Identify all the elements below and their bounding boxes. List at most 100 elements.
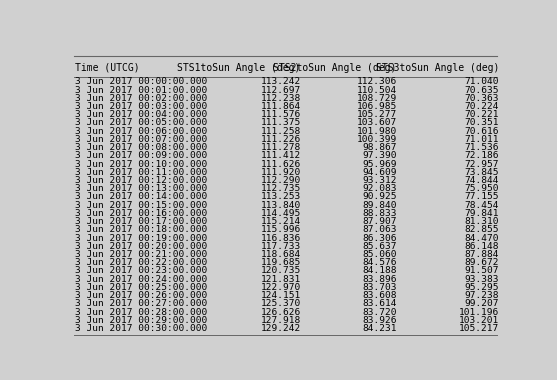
Text: 3 Jun 2017 00:28:00.000: 3 Jun 2017 00:28:00.000 <box>75 307 207 317</box>
Text: 84.470: 84.470 <box>465 234 499 242</box>
Text: 78.454: 78.454 <box>465 201 499 210</box>
Text: 70.635: 70.635 <box>465 86 499 95</box>
Text: 3 Jun 2017 00:22:00.000: 3 Jun 2017 00:22:00.000 <box>75 258 207 267</box>
Text: 3 Jun 2017 00:07:00.000: 3 Jun 2017 00:07:00.000 <box>75 135 207 144</box>
Text: 3 Jun 2017 00:10:00.000: 3 Jun 2017 00:10:00.000 <box>75 160 207 169</box>
Text: 100.399: 100.399 <box>356 135 397 144</box>
Text: 112.238: 112.238 <box>260 94 301 103</box>
Text: 111.226: 111.226 <box>260 135 301 144</box>
Text: 119.685: 119.685 <box>260 258 301 267</box>
Text: 83.926: 83.926 <box>363 316 397 325</box>
Text: 95.969: 95.969 <box>363 160 397 169</box>
Text: Time (UTCG): Time (UTCG) <box>75 63 139 73</box>
Text: 101.196: 101.196 <box>459 307 499 317</box>
Text: 90.925: 90.925 <box>363 192 397 201</box>
Text: 72.186: 72.186 <box>465 151 499 160</box>
Text: 70.351: 70.351 <box>465 119 499 127</box>
Text: 84.231: 84.231 <box>363 324 397 333</box>
Text: 71.536: 71.536 <box>465 143 499 152</box>
Text: 112.735: 112.735 <box>260 184 301 193</box>
Text: 125.370: 125.370 <box>260 299 301 308</box>
Text: STS1toSun Angle (deg): STS1toSun Angle (deg) <box>177 63 301 73</box>
Text: 97.238: 97.238 <box>465 291 499 300</box>
Text: 85.060: 85.060 <box>363 250 397 259</box>
Text: 94.609: 94.609 <box>363 168 397 177</box>
Text: 108.729: 108.729 <box>356 94 397 103</box>
Text: 92.083: 92.083 <box>363 184 397 193</box>
Text: 115.996: 115.996 <box>260 225 301 234</box>
Text: 3 Jun 2017 00:03:00.000: 3 Jun 2017 00:03:00.000 <box>75 102 207 111</box>
Text: 3 Jun 2017 00:16:00.000: 3 Jun 2017 00:16:00.000 <box>75 209 207 218</box>
Text: 86.306: 86.306 <box>363 234 397 242</box>
Text: 3 Jun 2017 00:17:00.000: 3 Jun 2017 00:17:00.000 <box>75 217 207 226</box>
Text: STS2toSun Angle (deg): STS2toSun Angle (deg) <box>273 63 397 73</box>
Text: 121.831: 121.831 <box>260 275 301 283</box>
Text: 3 Jun 2017 00:26:00.000: 3 Jun 2017 00:26:00.000 <box>75 291 207 300</box>
Text: 83.703: 83.703 <box>363 283 397 292</box>
Text: 111.375: 111.375 <box>260 119 301 127</box>
Text: 82.855: 82.855 <box>465 225 499 234</box>
Text: 91.507: 91.507 <box>465 266 499 276</box>
Text: 3 Jun 2017 00:00:00.000: 3 Jun 2017 00:00:00.000 <box>75 78 207 86</box>
Text: 3 Jun 2017 00:29:00.000: 3 Jun 2017 00:29:00.000 <box>75 316 207 325</box>
Text: 3 Jun 2017 00:14:00.000: 3 Jun 2017 00:14:00.000 <box>75 192 207 201</box>
Text: 126.626: 126.626 <box>260 307 301 317</box>
Text: 83.614: 83.614 <box>363 299 397 308</box>
Text: 88.833: 88.833 <box>363 209 397 218</box>
Text: 103.607: 103.607 <box>356 119 397 127</box>
Text: 3 Jun 2017 00:23:00.000: 3 Jun 2017 00:23:00.000 <box>75 266 207 276</box>
Text: 105.277: 105.277 <box>356 110 397 119</box>
Text: 113.840: 113.840 <box>260 201 301 210</box>
Text: 3 Jun 2017 00:25:00.000: 3 Jun 2017 00:25:00.000 <box>75 283 207 292</box>
Text: 115.214: 115.214 <box>260 217 301 226</box>
Text: 112.697: 112.697 <box>260 86 301 95</box>
Text: 70.616: 70.616 <box>465 127 499 136</box>
Text: 93.383: 93.383 <box>465 275 499 283</box>
Text: 84.576: 84.576 <box>363 258 397 267</box>
Text: 85.637: 85.637 <box>363 242 397 251</box>
Text: 87.063: 87.063 <box>363 225 397 234</box>
Text: 70.224: 70.224 <box>465 102 499 111</box>
Text: 122.970: 122.970 <box>260 283 301 292</box>
Text: 83.720: 83.720 <box>363 307 397 317</box>
Text: 113.253: 113.253 <box>260 192 301 201</box>
Text: 120.735: 120.735 <box>260 266 301 276</box>
Text: 111.864: 111.864 <box>260 102 301 111</box>
Text: 111.626: 111.626 <box>260 160 301 169</box>
Text: 70.363: 70.363 <box>465 94 499 103</box>
Text: 105.217: 105.217 <box>459 324 499 333</box>
Text: 97.390: 97.390 <box>363 151 397 160</box>
Text: 129.242: 129.242 <box>260 324 301 333</box>
Text: 3 Jun 2017 00:01:00.000: 3 Jun 2017 00:01:00.000 <box>75 86 207 95</box>
Text: 3 Jun 2017 00:21:00.000: 3 Jun 2017 00:21:00.000 <box>75 250 207 259</box>
Text: 95.295: 95.295 <box>465 283 499 292</box>
Text: 3 Jun 2017 00:05:00.000: 3 Jun 2017 00:05:00.000 <box>75 119 207 127</box>
Text: 113.242: 113.242 <box>260 78 301 86</box>
Text: 87.907: 87.907 <box>363 217 397 226</box>
Text: 3 Jun 2017 00:06:00.000: 3 Jun 2017 00:06:00.000 <box>75 127 207 136</box>
Text: 70.221: 70.221 <box>465 110 499 119</box>
Text: 118.684: 118.684 <box>260 250 301 259</box>
Text: 112.306: 112.306 <box>356 78 397 86</box>
Text: 3 Jun 2017 00:20:00.000: 3 Jun 2017 00:20:00.000 <box>75 242 207 251</box>
Text: 79.841: 79.841 <box>465 209 499 218</box>
Text: 3 Jun 2017 00:27:00.000: 3 Jun 2017 00:27:00.000 <box>75 299 207 308</box>
Text: 89.840: 89.840 <box>363 201 397 210</box>
Text: 114.495: 114.495 <box>260 209 301 218</box>
Text: 3 Jun 2017 00:11:00.000: 3 Jun 2017 00:11:00.000 <box>75 168 207 177</box>
Text: 3 Jun 2017 00:19:00.000: 3 Jun 2017 00:19:00.000 <box>75 234 207 242</box>
Text: 3 Jun 2017 00:02:00.000: 3 Jun 2017 00:02:00.000 <box>75 94 207 103</box>
Text: 110.504: 110.504 <box>356 86 397 95</box>
Text: 72.957: 72.957 <box>465 160 499 169</box>
Text: 111.576: 111.576 <box>260 110 301 119</box>
Text: 81.310: 81.310 <box>465 217 499 226</box>
Text: 84.188: 84.188 <box>363 266 397 276</box>
Text: 71.040: 71.040 <box>465 78 499 86</box>
Text: 3 Jun 2017 00:30:00.000: 3 Jun 2017 00:30:00.000 <box>75 324 207 333</box>
Text: 111.278: 111.278 <box>260 143 301 152</box>
Text: 71.011: 71.011 <box>465 135 499 144</box>
Text: STS3toSun Angle (deg): STS3toSun Angle (deg) <box>376 63 499 73</box>
Text: 117.733: 117.733 <box>260 242 301 251</box>
Text: 103.201: 103.201 <box>459 316 499 325</box>
Text: 111.920: 111.920 <box>260 168 301 177</box>
